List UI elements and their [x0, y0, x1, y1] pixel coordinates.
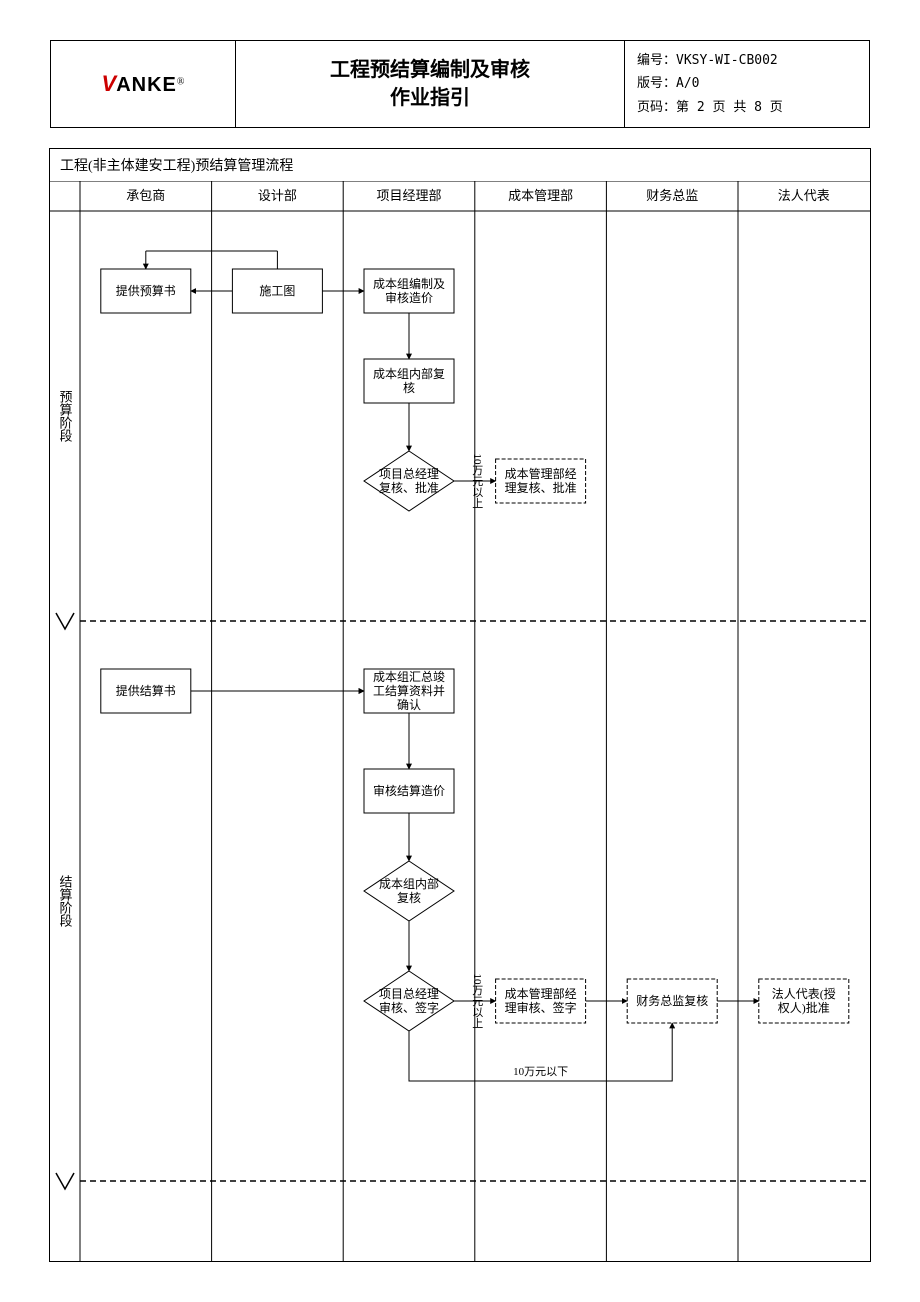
svg-text:结算阶段: 结算阶段: [58, 875, 73, 927]
flowchart-container: 工程(非主体建安工程)预结算管理流程 承包商设计部项目经理部成本管理部财务总监法…: [49, 148, 871, 1262]
logo-cell: VANKE®: [51, 41, 236, 128]
svg-text:审核结算造价: 审核结算造价: [373, 783, 445, 798]
meta-code: VKSY-WI-CB002: [676, 53, 778, 68]
svg-text:成本组汇总竣: 成本组汇总竣: [373, 669, 445, 684]
svg-text:成本管理部经: 成本管理部经: [505, 466, 577, 481]
svg-text:提供结算书: 提供结算书: [116, 683, 176, 698]
svg-text:施工图: 施工图: [259, 284, 295, 298]
svg-text:项目经理部: 项目经理部: [376, 188, 441, 203]
svg-text:确认: 确认: [397, 698, 421, 712]
svg-text:项目总经理: 项目总经理: [379, 987, 439, 1001]
svg-text:承包商: 承包商: [126, 188, 165, 203]
doc-meta: 编号：VKSY-WI-CB002 版号：A/0 页码：第 2 页 共 8 页: [625, 41, 870, 128]
svg-text:财务总监复核: 财务总监复核: [636, 993, 708, 1008]
flowchart-svg: 承包商 设计部 项目经理部 成本管理部 财务总监 法人代表预算阶段结算阶段 提供预算书 施工图…: [50, 181, 870, 1261]
svg-text:成本管理部: 成本管理部: [508, 188, 573, 203]
svg-text:复核: 复核: [397, 891, 421, 905]
svg-text:成本组内部复: 成本组内部复: [373, 366, 445, 381]
doc-title: 工程预结算编制及审核 作业指引: [236, 41, 625, 128]
logo-rest: ANKE: [116, 74, 177, 96]
svg-text:财务总监: 财务总监: [646, 188, 698, 203]
svg-text:10万元以上: 10万元以上: [471, 454, 484, 509]
svg-text:审核、签字: 审核、签字: [379, 1000, 439, 1015]
logo-v: V: [102, 71, 117, 96]
svg-text:提供预算书: 提供预算书: [116, 283, 176, 298]
title-line2: 作业指引: [248, 84, 612, 112]
svg-text:复核、批准: 复核、批准: [379, 480, 439, 495]
svg-text:理复核、批准: 理复核、批准: [505, 480, 577, 495]
svg-text:法人代表: 法人代表: [778, 188, 830, 203]
svg-text:核: 核: [403, 381, 415, 395]
svg-text:审核造价: 审核造价: [385, 290, 433, 305]
meta-ver: A/0: [676, 76, 699, 91]
svg-text:10万元以下: 10万元以下: [513, 1066, 568, 1078]
doc-header-table: VANKE® 工程预结算编制及审核 作业指引 编号：VKSY-WI-CB002 …: [50, 40, 870, 128]
meta-ver-label: 版号：: [637, 76, 676, 91]
svg-text:成本管理部经: 成本管理部经: [505, 986, 577, 1001]
logo-reg: ®: [177, 77, 185, 88]
meta-code-label: 编号：: [637, 53, 676, 68]
meta-page-label: 页码：: [637, 100, 676, 115]
svg-text:预算阶段: 预算阶段: [58, 390, 73, 442]
svg-text:权人)批准: 权人)批准: [778, 1000, 830, 1015]
title-line1: 工程预结算编制及审核: [248, 56, 612, 84]
svg-text:成本组编制及: 成本组编制及: [373, 276, 445, 291]
svg-text:工结算资料并: 工结算资料并: [373, 683, 445, 698]
flow-title: 工程(非主体建安工程)预结算管理流程: [50, 149, 870, 181]
svg-text:设计部: 设计部: [258, 188, 297, 203]
svg-text:法人代表(授: 法人代表(授: [772, 986, 836, 1001]
meta-page: 第 2 页 共 8 页: [676, 100, 783, 115]
svg-text:成本组内部: 成本组内部: [379, 876, 439, 891]
svg-text:10万元以上: 10万元以上: [471, 974, 484, 1029]
svg-text:项目总经理: 项目总经理: [379, 467, 439, 481]
svg-text:理审核、签字: 理审核、签字: [505, 1000, 577, 1015]
